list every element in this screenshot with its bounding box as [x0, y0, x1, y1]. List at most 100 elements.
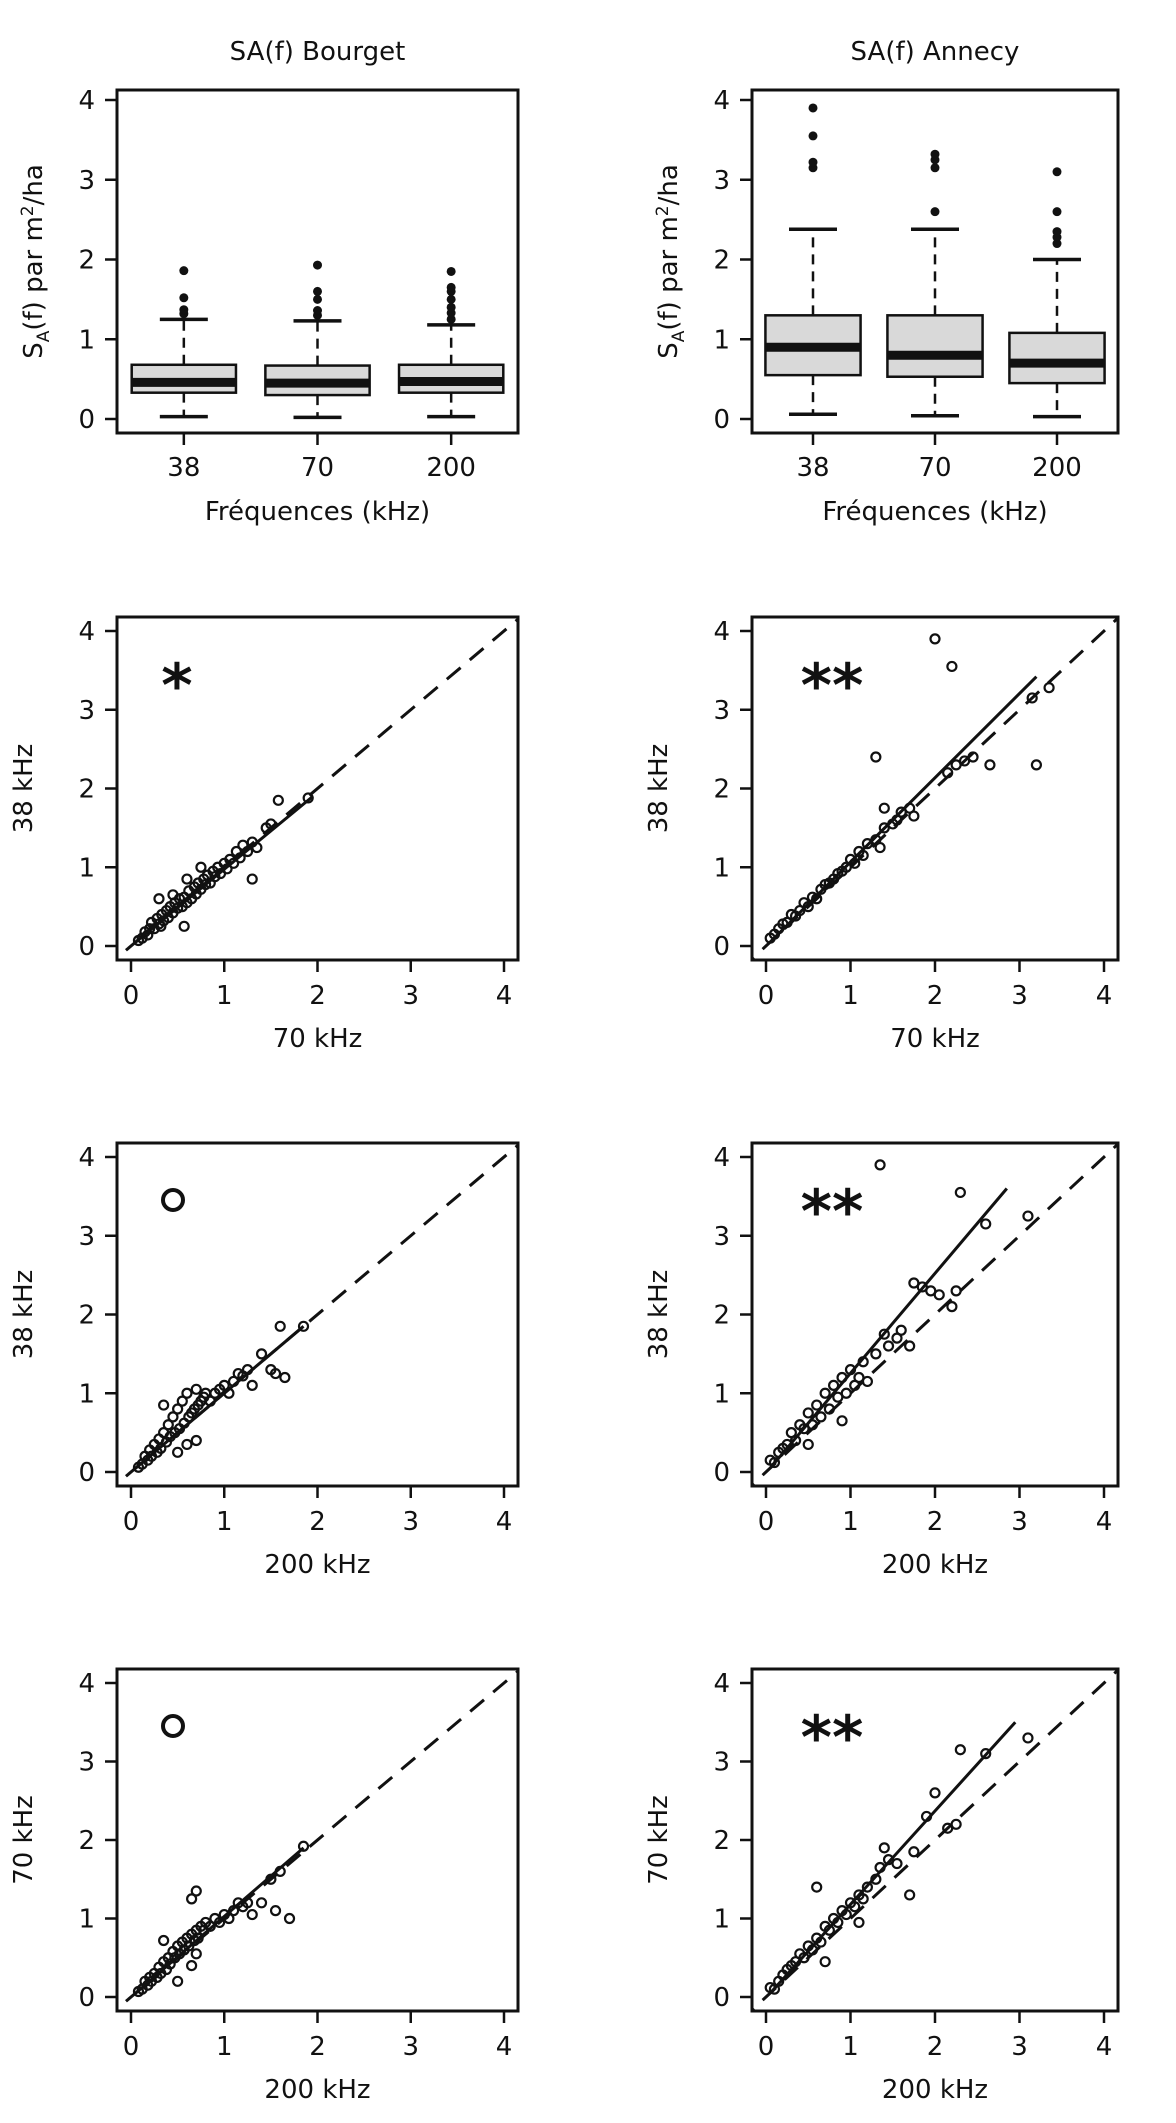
x-tick-label: 0	[123, 2032, 140, 2062]
data-point	[861, 1881, 874, 1893]
data-point	[297, 1320, 310, 1332]
y-tick-label: 1	[713, 325, 730, 355]
outlier-point	[446, 294, 456, 304]
box-200	[1008, 167, 1106, 419]
data-point	[246, 1379, 258, 1391]
y-tick-label: 0	[713, 932, 730, 962]
outlier-point	[808, 131, 818, 141]
data-point	[904, 1889, 916, 1901]
x-tick-label: 38	[796, 453, 829, 483]
data-point	[819, 1387, 831, 1399]
x-tick-label: 4	[1096, 981, 1113, 1011]
y-tick-label: 4	[78, 617, 95, 647]
data-point	[172, 1446, 184, 1458]
data-point	[878, 802, 890, 814]
plot-area	[117, 1669, 518, 2011]
y-axis-label: SA(f) par m2/ha	[653, 164, 689, 359]
data-point	[209, 871, 221, 883]
x-tick-label: 1	[216, 2032, 233, 2062]
y-axis-label-part: S	[19, 342, 49, 359]
x-axis-label: 200 kHz	[882, 1550, 988, 1580]
y-tick-label: 2	[78, 1301, 95, 1331]
data-point	[272, 794, 284, 806]
y-axis-label-part: /ha	[19, 164, 49, 205]
data-point	[162, 1419, 174, 1431]
outlier-point	[446, 302, 456, 312]
data-point	[274, 1320, 286, 1332]
significance-marker	[161, 1188, 185, 1212]
y-tick-label: 0	[78, 1458, 95, 1488]
y-tick-label: 1	[78, 1379, 95, 1409]
y-tick-label: 0	[713, 1458, 730, 1488]
y-axis-label: 38 kHz	[644, 1270, 674, 1360]
data-point	[874, 841, 886, 854]
data-point	[798, 1952, 810, 1964]
y-axis-label: SA(f) par m2/ha	[18, 164, 54, 359]
data-point	[929, 633, 941, 645]
x-tick-label: 3	[402, 1507, 419, 1537]
y-axis-label-part: 2	[18, 205, 38, 216]
significance-marker	[161, 1714, 185, 1738]
data-point	[190, 1434, 202, 1447]
data-point	[802, 1438, 814, 1451]
y-tick-label: 4	[78, 1143, 95, 1173]
box-200	[397, 266, 505, 419]
data-point	[891, 1857, 903, 1870]
data-point	[980, 1748, 992, 1760]
fit-line	[134, 1325, 305, 1470]
data-point	[840, 1387, 852, 1399]
data-point	[190, 1948, 202, 1960]
data-point	[1026, 692, 1038, 704]
x-axis-label: 200 kHz	[264, 1550, 370, 1580]
data-point	[269, 1367, 282, 1380]
data-point	[153, 893, 165, 905]
x-tick-label: 3	[1011, 1507, 1028, 1537]
y-tick-label: 2	[713, 246, 730, 276]
data-point	[1022, 1732, 1034, 1744]
data-point	[942, 767, 954, 779]
data-point	[895, 1324, 907, 1336]
chart-panel: 0 1 2 3 4 70 kHz 0 1 2 3 4 200 kHz **	[644, 1667, 1120, 2105]
y-axis-label-part: A	[34, 330, 54, 342]
y-tick-label: 3	[713, 696, 730, 726]
data-point	[1043, 682, 1055, 694]
data-point	[190, 1885, 202, 1897]
data-point	[984, 759, 996, 771]
data-point	[155, 1442, 167, 1454]
outlier-point	[313, 294, 322, 304]
y-tick-label: 4	[78, 1669, 95, 1699]
data-point	[823, 1403, 835, 1415]
plot-area	[752, 1669, 1118, 2011]
x-tick-label: 4	[1096, 1507, 1113, 1537]
y-tick-label: 3	[78, 1748, 95, 1778]
data-point	[882, 1340, 895, 1352]
data-point	[870, 1348, 882, 1360]
y-tick-label: 4	[713, 1669, 730, 1699]
x-tick-label: 2	[309, 981, 326, 1011]
y-tick-label: 2	[713, 1301, 730, 1331]
chart-title: SA(f) Bourget	[230, 37, 406, 67]
data-point	[136, 932, 148, 944]
x-tick-label: 2	[927, 981, 944, 1011]
y-tick-label: 0	[78, 932, 95, 962]
outlier-point	[446, 282, 456, 292]
y-tick-label: 3	[78, 696, 95, 726]
data-point	[904, 1340, 916, 1352]
data-point	[241, 1897, 254, 1909]
box-70	[264, 260, 371, 420]
x-tick-label: 0	[123, 981, 140, 1011]
data-point	[874, 1159, 886, 1171]
x-axis-label: 200 kHz	[264, 2075, 370, 2105]
x-tick-label: 38	[167, 453, 200, 483]
x-tick-label: 70	[301, 453, 334, 483]
y-tick-label: 3	[78, 166, 95, 196]
reference-line	[752, 1143, 1118, 1486]
significance-marker: *	[161, 651, 192, 721]
data-point	[870, 751, 882, 763]
data-point	[190, 1383, 202, 1395]
data-point	[283, 1912, 296, 1925]
x-tick-label: 2	[309, 1507, 326, 1537]
data-point	[186, 1893, 198, 1905]
